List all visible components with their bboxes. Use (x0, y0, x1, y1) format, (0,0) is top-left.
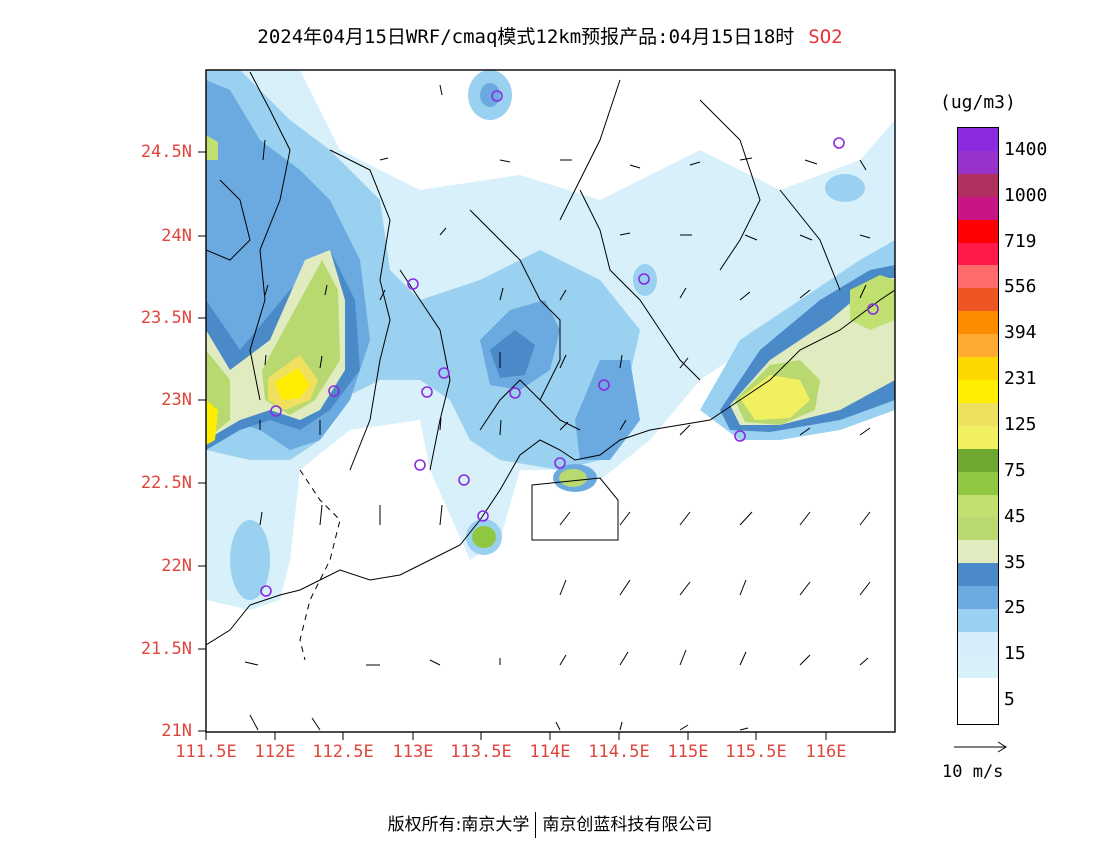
legend-swatch (958, 540, 998, 564)
legend-label: 556 (1004, 276, 1037, 298)
lat-label-23: 23N (161, 390, 192, 410)
legend-label: 15 (1004, 643, 1026, 665)
lon-label-112: 112E (254, 742, 296, 762)
legend-swatch (958, 265, 998, 289)
legend-swatch (958, 150, 998, 174)
copyright-company: 南京创蓝科技有限公司 (542, 815, 713, 835)
lon-label-112.5: 112.5E (312, 742, 374, 762)
legend-label: 35 (1004, 551, 1026, 573)
lat-label-23.5: 23.5N (140, 308, 192, 328)
legend-swatch (958, 311, 998, 335)
footer-divider (535, 812, 537, 838)
lon-label-115.5: 115.5E (725, 742, 787, 762)
copyright-owner: 版权所有:南京大学 (387, 815, 530, 835)
legend-swatch (958, 219, 998, 243)
pollutant-label: SO2 (808, 26, 843, 48)
legend-swatch (958, 609, 998, 632)
legend-label: 75 (1004, 459, 1026, 481)
legend-label: 231 (1004, 368, 1037, 390)
title-text: 2024年04月15日WRF/cmaq模式12km预报产品:04月15日18时 (257, 26, 795, 48)
lon-label-114.5: 114.5E (588, 742, 650, 762)
coastline-boundaries (206, 71, 895, 661)
legend-swatch (958, 586, 998, 610)
copyright-footer: 版权所有:南京大学 南京创蓝科技有限公司 (0, 810, 1100, 838)
concentration-field (206, 70, 895, 732)
lat-label-24.5: 24.5N (140, 142, 192, 162)
legend-label: 1000 (1004, 184, 1048, 206)
legend-swatch (958, 494, 998, 518)
station-markers (260, 90, 879, 597)
lat-label-22: 22N (161, 556, 192, 576)
lon-label-115: 115E (667, 742, 709, 762)
legend-swatch (958, 654, 998, 678)
wind-reference-label: 10 m/s (942, 762, 1004, 782)
lat-label-22.5: 22.5N (140, 473, 192, 493)
legend-swatch (958, 196, 998, 220)
legend-label: 394 (1004, 322, 1037, 344)
lon-label-114: 114E (529, 742, 571, 762)
wind-reference-arrow-icon (954, 741, 1007, 753)
wind-vectors (244, 84, 871, 731)
legend-swatch (958, 379, 998, 403)
lat-label-21: 21N (161, 721, 192, 741)
lon-label-116: 116E (805, 742, 847, 762)
legend-label: 1400 (1004, 138, 1048, 160)
legend-swatch (958, 677, 998, 701)
axis-ticks (198, 151, 827, 740)
legend-label: 25 (1004, 597, 1026, 619)
legend-label: 719 (1004, 230, 1037, 252)
legend-swatch (958, 357, 998, 380)
lon-label-111.5: 111.5E (175, 742, 237, 762)
legend-swatch (958, 402, 998, 426)
lat-label-21.5: 21.5N (140, 639, 192, 659)
legend-swatch (958, 128, 998, 151)
legend-swatch (958, 631, 998, 655)
legend-unit: (ug/m3) (940, 92, 1016, 113)
legend-swatch (958, 242, 998, 266)
lon-label-113.5: 113.5E (450, 742, 512, 762)
legend-swatch (958, 425, 998, 449)
legend-swatch (958, 471, 998, 495)
legend-swatch (958, 517, 998, 541)
lat-label-24: 24N (161, 226, 192, 246)
legend-swatch (958, 288, 998, 312)
legend-swatch (958, 334, 998, 358)
legend-swatch (958, 173, 998, 197)
legend-label: 45 (1004, 505, 1026, 527)
legend-swatch (958, 448, 998, 472)
legend-swatch (958, 563, 998, 587)
legend-label: 125 (1004, 414, 1037, 435)
legend-colorbar (957, 127, 999, 725)
chart-title: 2024年04月15日WRF/cmaq模式12km预报产品:04月15日18时 S… (0, 22, 1100, 49)
lon-label-113: 113E (392, 742, 434, 762)
legend-swatch (958, 700, 998, 724)
legend-label: 5 (1004, 689, 1015, 711)
